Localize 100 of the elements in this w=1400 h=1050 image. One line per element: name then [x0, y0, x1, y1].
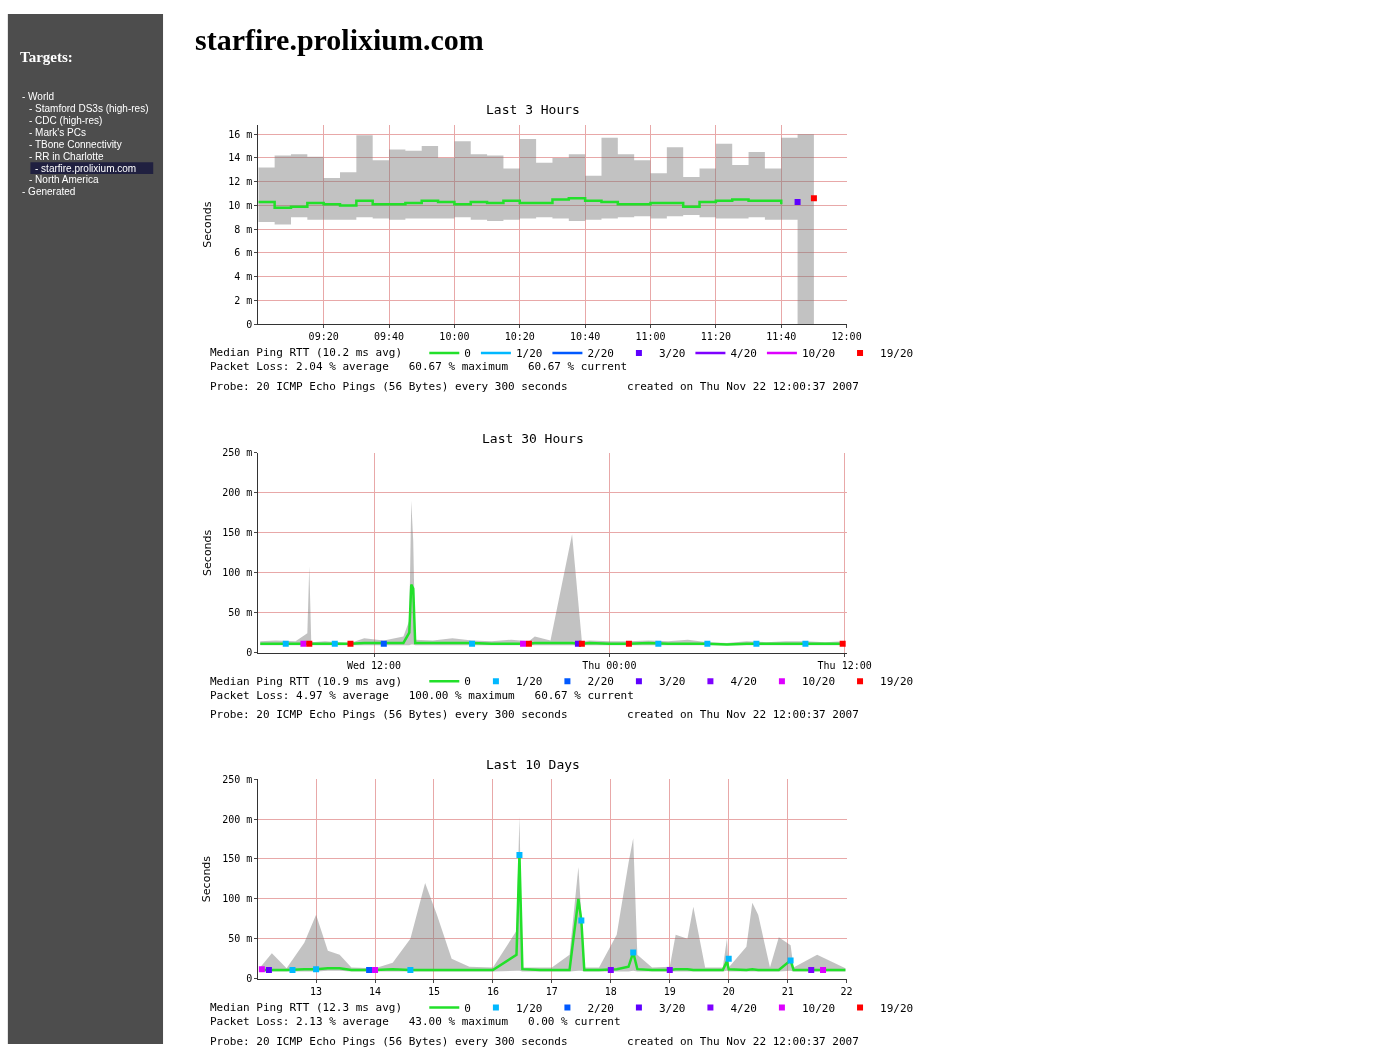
text: - starfire.prolixium.com	[35, 163, 137, 174]
x-tick-label: 15	[427, 985, 440, 997]
x-tick-label: 09:20	[308, 331, 339, 343]
point	[407, 966, 414, 973]
x-tick-label: 10:20	[504, 331, 535, 343]
y-tick-label: 50 m	[228, 607, 253, 619]
legend-label: 19/20	[880, 347, 914, 361]
y-tick-label: 150 m	[222, 527, 253, 539]
legend-label: 10/20	[801, 347, 836, 361]
text: Median Ping RTT (12.3 ms avg)	[210, 1001, 403, 1014]
text: created on Thu Nov 22 12:00:37 2007	[627, 708, 859, 721]
point	[820, 966, 827, 973]
chart-subtitle: Last 10 Days	[486, 757, 580, 772]
legend-label: 10/20	[801, 1001, 836, 1015]
point	[808, 966, 815, 973]
x-tick-label: Thu 00:00	[582, 659, 637, 671]
point	[607, 966, 614, 973]
y-tick-label: 4 m	[234, 271, 253, 283]
text: - Mark's PCs	[29, 127, 86, 138]
legend-label: 1/20	[515, 675, 543, 689]
text: Packet Loss: 4.97 % average 100.00 % maximum 60.67 % current	[210, 689, 634, 702]
x-tick-label: 14	[369, 985, 382, 997]
y-tick-label: 0	[246, 318, 253, 330]
point	[289, 966, 296, 973]
x-tick-label: 21	[781, 985, 794, 997]
text: - North America	[29, 174, 99, 185]
point	[372, 966, 379, 973]
legend-label: 1/20	[515, 1001, 543, 1015]
text: - World	[22, 91, 55, 102]
legend-label: 2/20	[587, 347, 614, 361]
x-tick-label: 11:40	[766, 331, 797, 343]
point	[578, 917, 585, 924]
legend-label: 0	[464, 347, 471, 361]
legend-label: 19/20	[880, 675, 914, 689]
x-tick-label: 19	[663, 985, 676, 997]
legend-label: 4/20	[730, 675, 757, 689]
x-tick-label: 09:40	[373, 331, 405, 343]
x-tick-label: 11:20	[700, 331, 731, 343]
point	[265, 966, 272, 973]
x-tick-label: 12:00	[831, 331, 862, 343]
legend-label: 4/20	[730, 1001, 757, 1015]
legend-label: 0	[464, 1001, 471, 1015]
chart-subtitle: Last 3 Hours	[486, 102, 580, 117]
x-tick-label: Thu 12:00	[817, 659, 872, 671]
chart-subtitle: Last 30 Hours	[482, 431, 584, 446]
y-tick-label: 6 m	[234, 247, 253, 259]
legend-label: 0	[464, 675, 471, 689]
point	[725, 955, 732, 962]
y-tick-label: 100 m	[222, 893, 253, 905]
y-tick-label: 8 m	[234, 223, 253, 235]
text: Probe: 20 ICMP Echo Pings (56 Bytes) every 300 seconds	[210, 708, 568, 721]
legend-label: 4/20	[730, 347, 757, 361]
y-tick-label: 12 m	[228, 176, 253, 188]
y-tick-label: 2 m	[234, 295, 253, 307]
y-tick-label: 0	[246, 973, 253, 985]
legend-label: 3/20	[658, 347, 686, 361]
text: Targets:	[20, 49, 73, 65]
x-tick-label: 17	[545, 985, 558, 997]
y-tick-label: 50 m	[228, 933, 253, 945]
text: - TBone Connectivity	[29, 139, 122, 150]
point	[630, 949, 637, 956]
x-tick-label: 22	[840, 985, 853, 997]
text: created on Thu Nov 22 12:00:37 2007	[627, 380, 859, 393]
x-tick-label: 13	[310, 985, 323, 997]
text: - CDC (high-res)	[29, 115, 103, 126]
y-axis-title: Seconds	[200, 855, 214, 903]
point	[516, 851, 523, 858]
y-tick-label: 250 m	[222, 773, 253, 785]
y-tick-label: 10 m	[228, 199, 253, 211]
point	[313, 966, 320, 973]
legend-label: 10/20	[801, 675, 836, 689]
point	[258, 966, 265, 973]
text: - RR in Charlotte	[29, 151, 104, 162]
legend-label: 2/20	[587, 675, 614, 689]
y-axis-title: Seconds	[200, 529, 214, 576]
legend-label: 3/20	[658, 675, 686, 689]
x-tick-label: 18	[604, 985, 617, 997]
legend-label: 3/20	[658, 1001, 686, 1015]
text: Probe: 20 ICMP Echo Pings (56 Bytes) every 300 seconds	[210, 380, 568, 393]
y-axis-title: Seconds	[200, 201, 214, 248]
point	[666, 966, 673, 973]
text: created on Thu Nov 22 12:00:37 2007	[627, 1035, 859, 1048]
text: Packet Loss: 2.13 % average 43.00 % maximum 0.00 % current	[210, 1015, 621, 1028]
chart-title: starfire.prolixium.com	[195, 23, 484, 56]
y-tick-label: 200 m	[222, 487, 253, 499]
point	[366, 966, 373, 973]
text: Median Ping RTT (10.9 ms avg)	[210, 675, 403, 688]
y-tick-label: 16 m	[228, 128, 253, 140]
y-tick-label: 100 m	[222, 567, 253, 579]
x-tick-label: 10:40	[570, 331, 601, 343]
text: - Stamford DS3s (high-res)	[29, 103, 149, 114]
y-tick-label: 0	[246, 647, 253, 659]
text: Probe: 20 ICMP Echo Pings (56 Bytes) every 300 seconds	[210, 1035, 568, 1048]
point	[787, 957, 794, 964]
legend-label: 2/20	[587, 1001, 614, 1015]
x-tick-label: 10:00	[439, 331, 470, 343]
x-tick-label: 11:00	[635, 331, 666, 343]
text: Median Ping RTT (10.2 ms avg)	[210, 346, 403, 359]
x-tick-label: 16	[486, 985, 499, 997]
text: - Generated	[22, 186, 76, 197]
